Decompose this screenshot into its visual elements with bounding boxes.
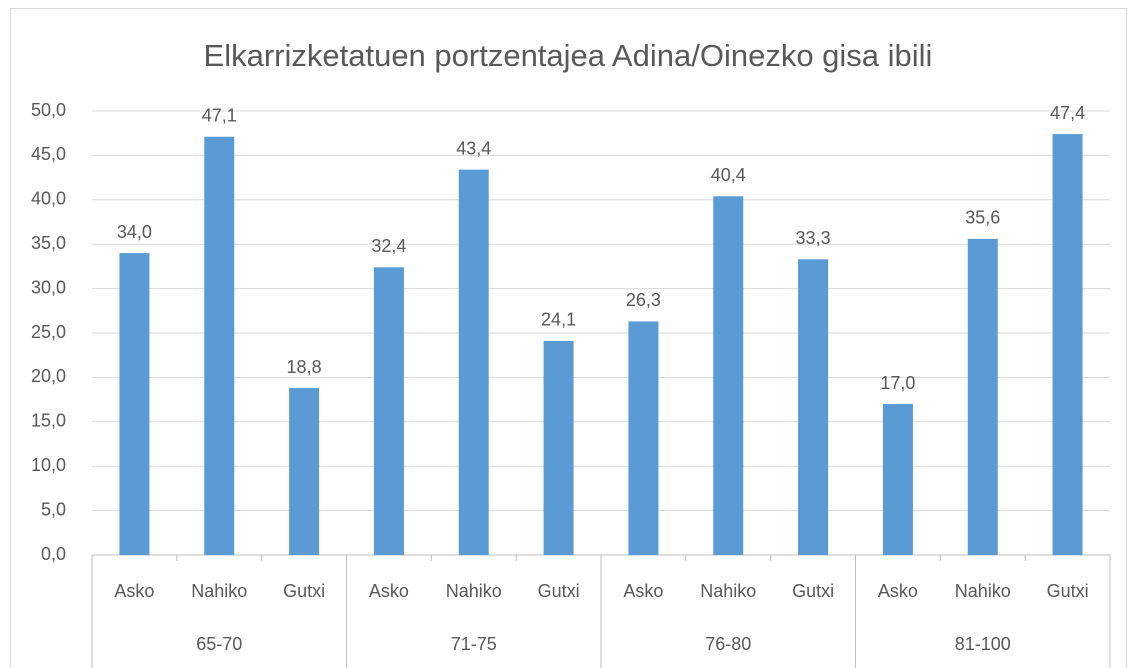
x-tick-label: Gutxi — [792, 581, 834, 601]
chart-frame — [10, 8, 1127, 668]
bar — [967, 238, 998, 555]
x-tick-label: Asko — [623, 581, 663, 601]
x-tick-label: Asko — [369, 581, 409, 601]
x-tick-label: Asko — [878, 581, 918, 601]
data-label: 32,4 — [371, 236, 406, 256]
group-label: 71-75 — [451, 634, 497, 654]
y-tick-label: 50,0 — [31, 100, 66, 120]
x-tick-label: Asko — [114, 581, 154, 601]
bar — [119, 253, 150, 555]
data-label: 17,0 — [880, 373, 915, 393]
bar — [543, 340, 574, 555]
data-label: 34,0 — [117, 222, 152, 242]
bar — [204, 136, 235, 555]
x-tick-label: Nahiko — [700, 581, 756, 601]
bar — [458, 169, 489, 555]
group-label: 81-100 — [955, 634, 1011, 654]
y-tick-label: 45,0 — [31, 144, 66, 164]
x-tick-label: Gutxi — [283, 581, 325, 601]
chart-title: Elkarrizketatuen portzentajea Adina/Oine… — [204, 38, 933, 73]
y-tick-label: 35,0 — [31, 233, 66, 253]
y-tick-label: 40,0 — [31, 189, 66, 209]
data-label: 18,8 — [287, 357, 322, 377]
y-tick-label: 25,0 — [31, 322, 66, 342]
x-tick-label: Gutxi — [1047, 581, 1089, 601]
data-label: 24,1 — [541, 310, 576, 330]
data-label: 47,4 — [1050, 103, 1085, 123]
x-tick-label: Nahiko — [191, 581, 247, 601]
x-tick-label: Nahiko — [446, 581, 502, 601]
bar — [798, 259, 829, 555]
data-label: 35,6 — [965, 208, 1000, 228]
y-tick-label: 0,0 — [41, 544, 66, 564]
y-tick-label: 5,0 — [41, 499, 66, 519]
x-tick-label: Gutxi — [538, 581, 580, 601]
group-label: 65-70 — [196, 634, 242, 654]
group-label: 76-80 — [705, 634, 751, 654]
bar — [882, 404, 913, 555]
data-label: 33,3 — [796, 228, 831, 248]
bar — [713, 196, 744, 556]
y-tick-label: 30,0 — [31, 277, 66, 297]
data-label: 40,4 — [711, 165, 746, 185]
y-tick-label: 20,0 — [31, 366, 66, 386]
bar — [373, 267, 404, 555]
x-tick-label: Nahiko — [955, 581, 1011, 601]
data-label: 26,3 — [626, 290, 661, 310]
data-label: 47,1 — [202, 106, 237, 126]
y-tick-label: 10,0 — [31, 455, 66, 475]
bar — [1052, 134, 1083, 555]
bar — [628, 321, 659, 555]
y-tick-label: 15,0 — [31, 411, 66, 431]
bar — [289, 388, 320, 555]
data-label: 43,4 — [456, 138, 491, 158]
